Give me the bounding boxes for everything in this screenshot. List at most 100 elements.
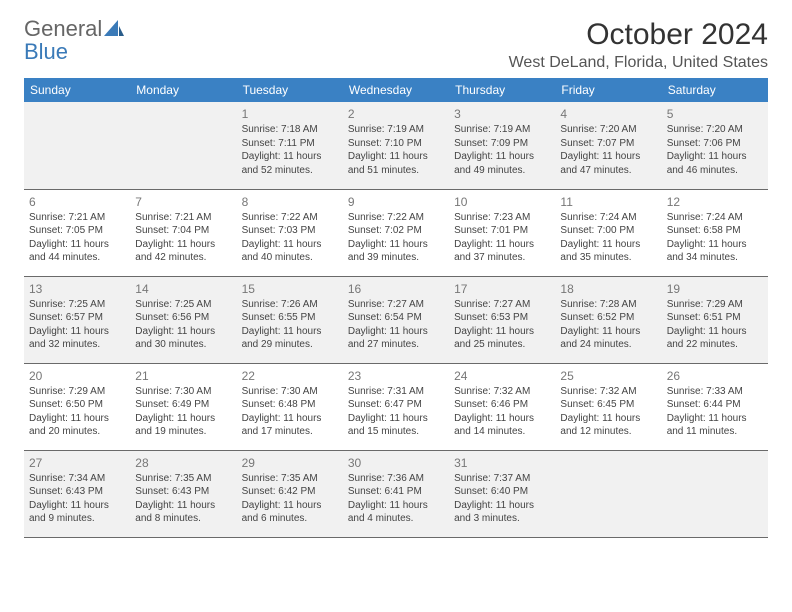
day-detail: and 37 minutes.: [454, 251, 550, 265]
calendar-cell: 25Sunrise: 7:32 AMSunset: 6:45 PMDayligh…: [555, 363, 661, 450]
day-detail: Sunset: 6:56 PM: [135, 311, 231, 325]
day-detail: Sunset: 6:48 PM: [242, 398, 338, 412]
calendar-cell: 7Sunrise: 7:21 AMSunset: 7:04 PMDaylight…: [130, 189, 236, 276]
day-detail: Sunset: 6:50 PM: [29, 398, 125, 412]
day-detail: Sunset: 7:10 PM: [348, 137, 444, 151]
day-detail: Sunrise: 7:22 AM: [348, 211, 444, 225]
logo-text-1: General: [24, 16, 102, 41]
day-number: 15: [242, 281, 338, 297]
day-detail: Sunset: 7:11 PM: [242, 137, 338, 151]
day-detail: Sunset: 6:53 PM: [454, 311, 550, 325]
day-detail: Daylight: 11 hours: [667, 150, 763, 164]
day-detail: Sunrise: 7:29 AM: [29, 385, 125, 399]
calendar-cell: 14Sunrise: 7:25 AMSunset: 6:56 PMDayligh…: [130, 276, 236, 363]
day-detail: Sunset: 7:01 PM: [454, 224, 550, 238]
day-number: 18: [560, 281, 656, 297]
day-detail: Daylight: 11 hours: [560, 325, 656, 339]
calendar-cell: 1Sunrise: 7:18 AMSunset: 7:11 PMDaylight…: [237, 102, 343, 189]
day-detail: Daylight: 11 hours: [29, 499, 125, 513]
day-detail: and 9 minutes.: [29, 512, 125, 526]
day-detail: Sunrise: 7:19 AM: [454, 123, 550, 137]
day-detail: Sunrise: 7:22 AM: [242, 211, 338, 225]
day-number: 17: [454, 281, 550, 297]
day-number: 25: [560, 368, 656, 384]
calendar-cell: 3Sunrise: 7:19 AMSunset: 7:09 PMDaylight…: [449, 102, 555, 189]
day-number: 5: [667, 106, 763, 122]
day-detail: Sunset: 7:09 PM: [454, 137, 550, 151]
calendar-cell: 27Sunrise: 7:34 AMSunset: 6:43 PMDayligh…: [24, 450, 130, 537]
day-detail: and 35 minutes.: [560, 251, 656, 265]
day-detail: Sunset: 6:57 PM: [29, 311, 125, 325]
day-detail: Sunrise: 7:35 AM: [242, 472, 338, 486]
day-number: 7: [135, 194, 231, 210]
calendar-week: 13Sunrise: 7:25 AMSunset: 6:57 PMDayligh…: [24, 276, 768, 363]
calendar-week: 6Sunrise: 7:21 AMSunset: 7:05 PMDaylight…: [24, 189, 768, 276]
calendar-cell-empty: [662, 450, 768, 537]
day-detail: Sunset: 6:44 PM: [667, 398, 763, 412]
day-number: 2: [348, 106, 444, 122]
calendar-cell-empty: [130, 102, 236, 189]
day-detail: and 44 minutes.: [29, 251, 125, 265]
calendar-cell: 11Sunrise: 7:24 AMSunset: 7:00 PMDayligh…: [555, 189, 661, 276]
day-detail: and 20 minutes.: [29, 425, 125, 439]
day-detail: Daylight: 11 hours: [667, 238, 763, 252]
calendar-cell-empty: [555, 450, 661, 537]
day-detail: Daylight: 11 hours: [454, 499, 550, 513]
day-header: Friday: [555, 78, 661, 102]
day-detail: Sunrise: 7:34 AM: [29, 472, 125, 486]
day-detail: and 17 minutes.: [242, 425, 338, 439]
day-detail: Sunset: 6:49 PM: [135, 398, 231, 412]
calendar-head: SundayMondayTuesdayWednesdayThursdayFrid…: [24, 78, 768, 102]
day-detail: Sunset: 6:43 PM: [29, 485, 125, 499]
day-number: 4: [560, 106, 656, 122]
calendar-cell: 30Sunrise: 7:36 AMSunset: 6:41 PMDayligh…: [343, 450, 449, 537]
day-detail: Sunrise: 7:32 AM: [454, 385, 550, 399]
calendar-cell: 20Sunrise: 7:29 AMSunset: 6:50 PMDayligh…: [24, 363, 130, 450]
day-detail: and 42 minutes.: [135, 251, 231, 265]
day-detail: and 46 minutes.: [667, 164, 763, 178]
day-detail: Daylight: 11 hours: [560, 412, 656, 426]
day-detail: and 22 minutes.: [667, 338, 763, 352]
day-detail: Sunrise: 7:20 AM: [667, 123, 763, 137]
calendar-cell: 21Sunrise: 7:30 AMSunset: 6:49 PMDayligh…: [130, 363, 236, 450]
calendar-cell: 28Sunrise: 7:35 AMSunset: 6:43 PMDayligh…: [130, 450, 236, 537]
day-number: 21: [135, 368, 231, 384]
day-detail: Sunset: 7:03 PM: [242, 224, 338, 238]
day-detail: Sunrise: 7:21 AM: [29, 211, 125, 225]
day-detail: Sunset: 6:40 PM: [454, 485, 550, 499]
day-detail: and 49 minutes.: [454, 164, 550, 178]
calendar-week: 20Sunrise: 7:29 AMSunset: 6:50 PMDayligh…: [24, 363, 768, 450]
day-detail: Daylight: 11 hours: [348, 499, 444, 513]
day-detail: Daylight: 11 hours: [135, 238, 231, 252]
day-header: Thursday: [449, 78, 555, 102]
day-number: 6: [29, 194, 125, 210]
day-number: 3: [454, 106, 550, 122]
day-detail: and 24 minutes.: [560, 338, 656, 352]
day-detail: Sunset: 6:51 PM: [667, 311, 763, 325]
day-detail: and 30 minutes.: [135, 338, 231, 352]
day-detail: and 12 minutes.: [560, 425, 656, 439]
day-detail: and 40 minutes.: [242, 251, 338, 265]
day-detail: Daylight: 11 hours: [29, 238, 125, 252]
day-detail: Sunrise: 7:32 AM: [560, 385, 656, 399]
calendar-cell: 6Sunrise: 7:21 AMSunset: 7:05 PMDaylight…: [24, 189, 130, 276]
day-detail: Sunrise: 7:35 AM: [135, 472, 231, 486]
day-detail: Sunset: 7:04 PM: [135, 224, 231, 238]
calendar-cell: 31Sunrise: 7:37 AMSunset: 6:40 PMDayligh…: [449, 450, 555, 537]
month-title: October 2024: [509, 18, 768, 52]
day-detail: and 8 minutes.: [135, 512, 231, 526]
day-header: Monday: [130, 78, 236, 102]
calendar-body: 1Sunrise: 7:18 AMSunset: 7:11 PMDaylight…: [24, 102, 768, 537]
day-detail: and 19 minutes.: [135, 425, 231, 439]
day-number: 23: [348, 368, 444, 384]
day-number: 16: [348, 281, 444, 297]
calendar-cell: 8Sunrise: 7:22 AMSunset: 7:03 PMDaylight…: [237, 189, 343, 276]
day-header: Sunday: [24, 78, 130, 102]
day-detail: Sunset: 6:41 PM: [348, 485, 444, 499]
day-detail: Sunrise: 7:29 AM: [667, 298, 763, 312]
day-detail: Daylight: 11 hours: [29, 412, 125, 426]
calendar-cell: 18Sunrise: 7:28 AMSunset: 6:52 PMDayligh…: [555, 276, 661, 363]
day-detail: Daylight: 11 hours: [560, 150, 656, 164]
day-detail: and 15 minutes.: [348, 425, 444, 439]
day-detail: and 39 minutes.: [348, 251, 444, 265]
